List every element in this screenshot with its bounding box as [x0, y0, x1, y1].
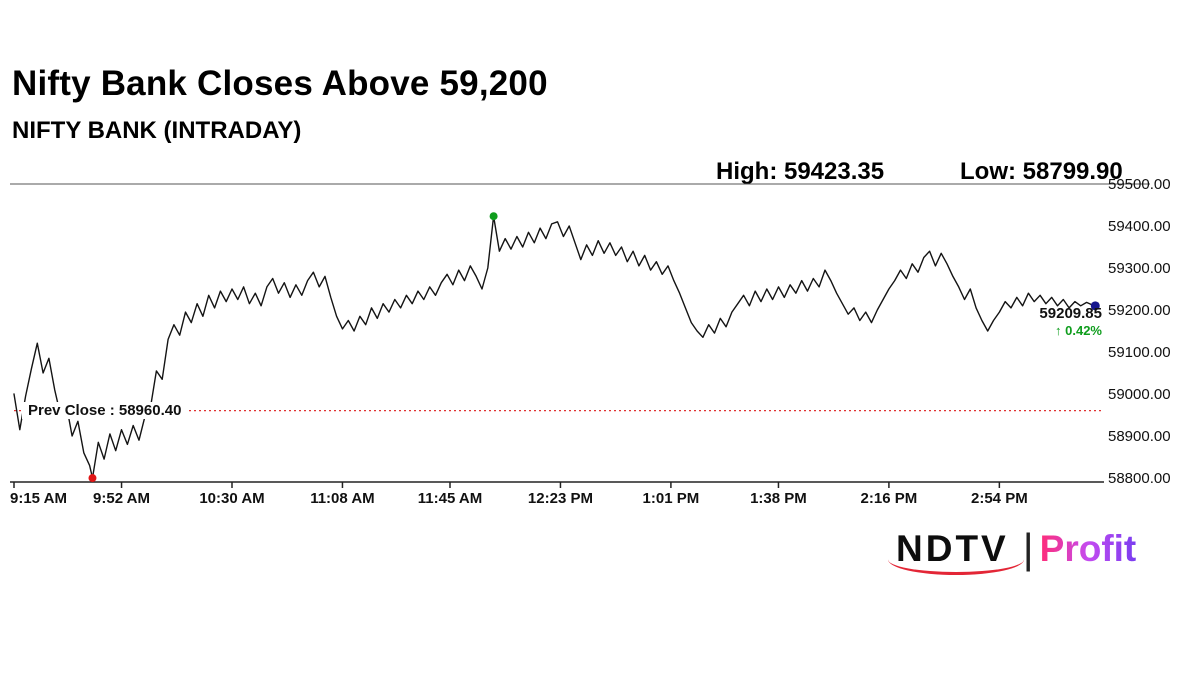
svg-text:2:54 PM: 2:54 PM [971, 490, 1028, 507]
svg-text:59500.00: 59500.00 [1108, 176, 1171, 193]
svg-text:9:15 AM: 9:15 AM [10, 490, 67, 507]
svg-text:9:52 AM: 9:52 AM [93, 490, 150, 507]
profit-wordmark: Profit [1039, 528, 1137, 569]
change-percent: ↑ 0.42% [1055, 323, 1102, 338]
svg-text:58900.00: 58900.00 [1108, 428, 1171, 445]
svg-text:10:30 AM: 10:30 AM [199, 490, 264, 507]
low-value-label: Low: 58799.90 [960, 158, 1123, 185]
svg-text:11:08 AM: 11:08 AM [310, 490, 374, 507]
svg-text:59300.00: 59300.00 [1108, 260, 1171, 277]
svg-text:1:38 PM: 1:38 PM [750, 490, 807, 507]
last-price-block: 59209.85 ↑ 0.42% [1020, 305, 1102, 339]
svg-text:11:45 AM: 11:45 AM [418, 490, 482, 507]
last-price-value: 59209.85 [1039, 305, 1102, 322]
svg-text:59100.00: 59100.00 [1108, 344, 1171, 361]
svg-text:59400.00: 59400.00 [1108, 218, 1171, 235]
chart-subtitle: NIFTY BANK (INTRADAY) [12, 117, 302, 144]
ndtv-wordmark: NDTV [888, 528, 1024, 575]
ndtv-profit-logo: NDTV | Profit [888, 525, 1137, 575]
prev-close-label: Prev Close : 58960.40 [22, 401, 188, 419]
svg-text:59200.00: 59200.00 [1108, 302, 1171, 319]
svg-text:58800.00: 58800.00 [1108, 470, 1171, 487]
svg-text:2:16 PM: 2:16 PM [861, 490, 918, 507]
high-value-label: High: 59423.35 [716, 158, 885, 185]
page-title: Nifty Bank Closes Above 59,200 [12, 64, 548, 103]
svg-text:1:01 PM: 1:01 PM [643, 490, 700, 507]
svg-text:12:23 PM: 12:23 PM [528, 490, 593, 507]
ndtv-red-arc-icon [888, 544, 1024, 575]
svg-text:59000.00: 59000.00 [1108, 386, 1171, 403]
logo-separator: | [1022, 525, 1034, 572]
